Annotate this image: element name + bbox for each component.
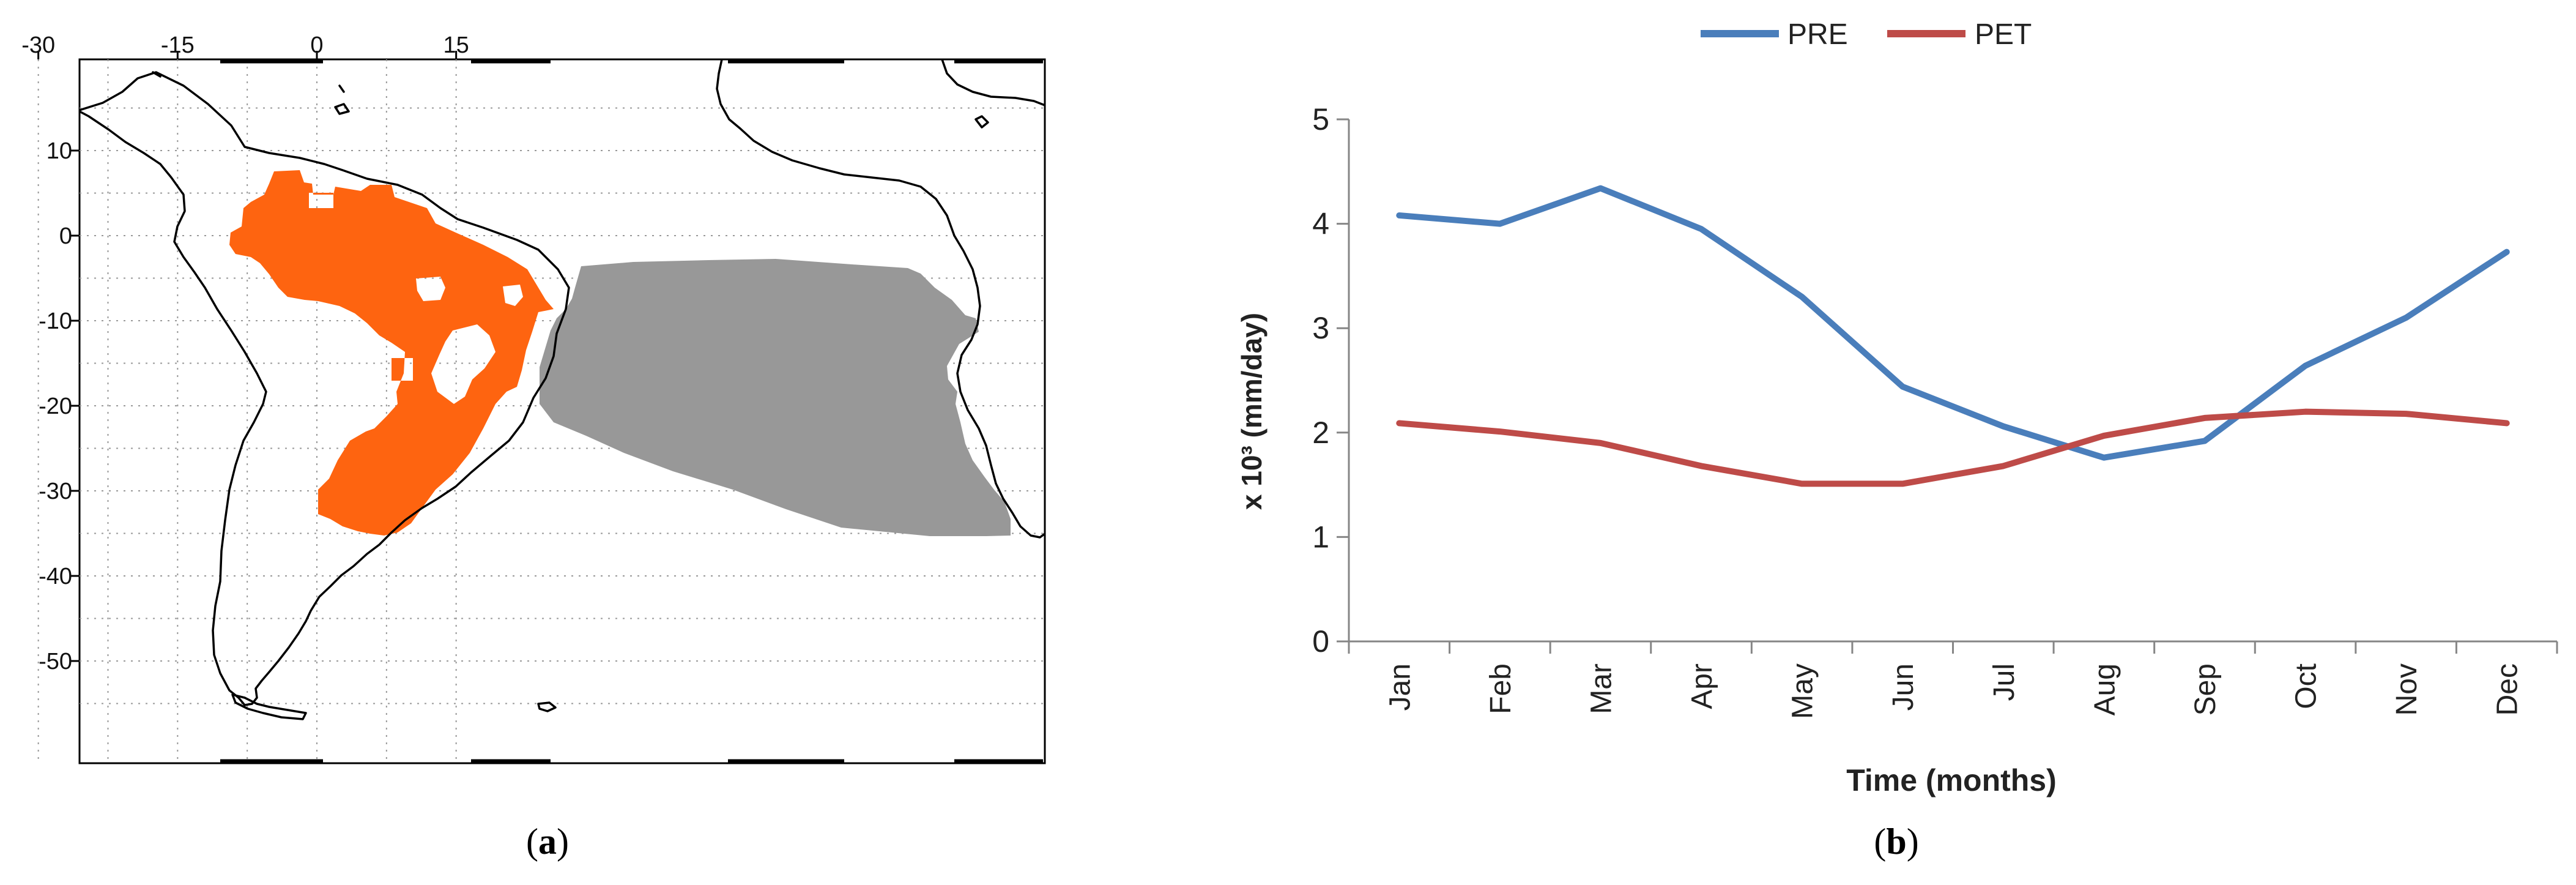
map-lat-label-0: 10 (46, 138, 72, 164)
line-chart-axes (1337, 118, 2558, 654)
series-line-pet (1396, 408, 2510, 487)
x-tick-label-10: Nov (2391, 663, 2423, 715)
x-axis-label: Time (months) (1846, 763, 2057, 797)
tierra-del-fuego-coast (231, 693, 307, 720)
y-tick-label-2: 2 (1312, 416, 1329, 450)
x-tick-label-7: Aug (2088, 663, 2121, 715)
map-lat-label-4: -30 (39, 479, 72, 504)
x-tick-label-4: May (1787, 663, 1819, 719)
map-lat-label-6: -50 (39, 649, 72, 674)
ocean-source-region (540, 259, 1011, 536)
map-lon-label-4: -15 (161, 32, 195, 58)
map-lat-tick-labels: 10 0 -10 -20 -30 -40 -50 (39, 138, 72, 674)
map-lat-label-5: -40 (39, 564, 72, 589)
africa-coast (716, 59, 1045, 539)
south-america-coast (80, 71, 570, 706)
madagascar-coast (974, 115, 989, 129)
y-tick-label-3: 3 (1312, 311, 1329, 345)
panel-label-b: (b) (1874, 821, 1918, 862)
land-source-region (229, 170, 554, 536)
falkland-islands-coast (537, 701, 557, 712)
x-tick-label-2: Mar (1585, 663, 1617, 714)
panel-label-a: (a) (526, 821, 569, 862)
y-tick-labels: 0 1 2 3 4 5 (1312, 102, 1329, 659)
x-tick-label-8: Sep (2189, 663, 2222, 715)
x-tick-label-11: Dec (2492, 663, 2524, 715)
map-lat-label-3: -20 (39, 394, 72, 419)
map-lon-label-3: -30 (21, 32, 55, 58)
x-tick-label-1: Feb (1485, 663, 1517, 714)
legend-label-pet: PET (1975, 18, 2032, 51)
x-tick-label-9: Oct (2290, 663, 2323, 709)
y-tick-label-5: 5 (1312, 102, 1329, 136)
series-lines (1396, 185, 2510, 487)
map-lat-label-2: -10 (39, 308, 72, 334)
legend: PRE PET (1701, 18, 2032, 51)
x-tick-labels: Jan Feb Mar Apr May Jun Jul Aug Sep Oct Nov Dec (1384, 663, 2523, 719)
map-lon-label-5: 0 (310, 32, 323, 58)
map-lat-label-1: 0 (59, 223, 72, 249)
y-axis-label: x 10³ (mm/day) (1236, 313, 1268, 510)
map-grid (37, 51, 1045, 763)
map-lon-label-6: 15 (444, 32, 469, 58)
series-line-pre (1396, 185, 2510, 461)
y-tick-label-0: 0 (1312, 624, 1329, 659)
y-tick-label-4: 4 (1312, 207, 1329, 241)
africa-coast-north (941, 59, 1045, 106)
x-tick-label-5: Jun (1887, 663, 1920, 711)
x-tick-label-0: Jan (1384, 663, 1416, 711)
x-tick-label-3: Apr (1686, 663, 1718, 709)
legend-label-pre: PRE (1787, 18, 1848, 51)
map-frame-ticks (220, 59, 1043, 764)
caribbean-islands (152, 71, 350, 115)
line-chart-panel: PRE PET 0 1 2 3 4 5 Jan Feb Mar Apr May Jun Jul Aug S… (1236, 18, 2558, 797)
x-tick-label-6: Jul (1988, 663, 2021, 701)
y-tick-label-1: 1 (1312, 520, 1329, 554)
coastlines (80, 59, 1045, 720)
